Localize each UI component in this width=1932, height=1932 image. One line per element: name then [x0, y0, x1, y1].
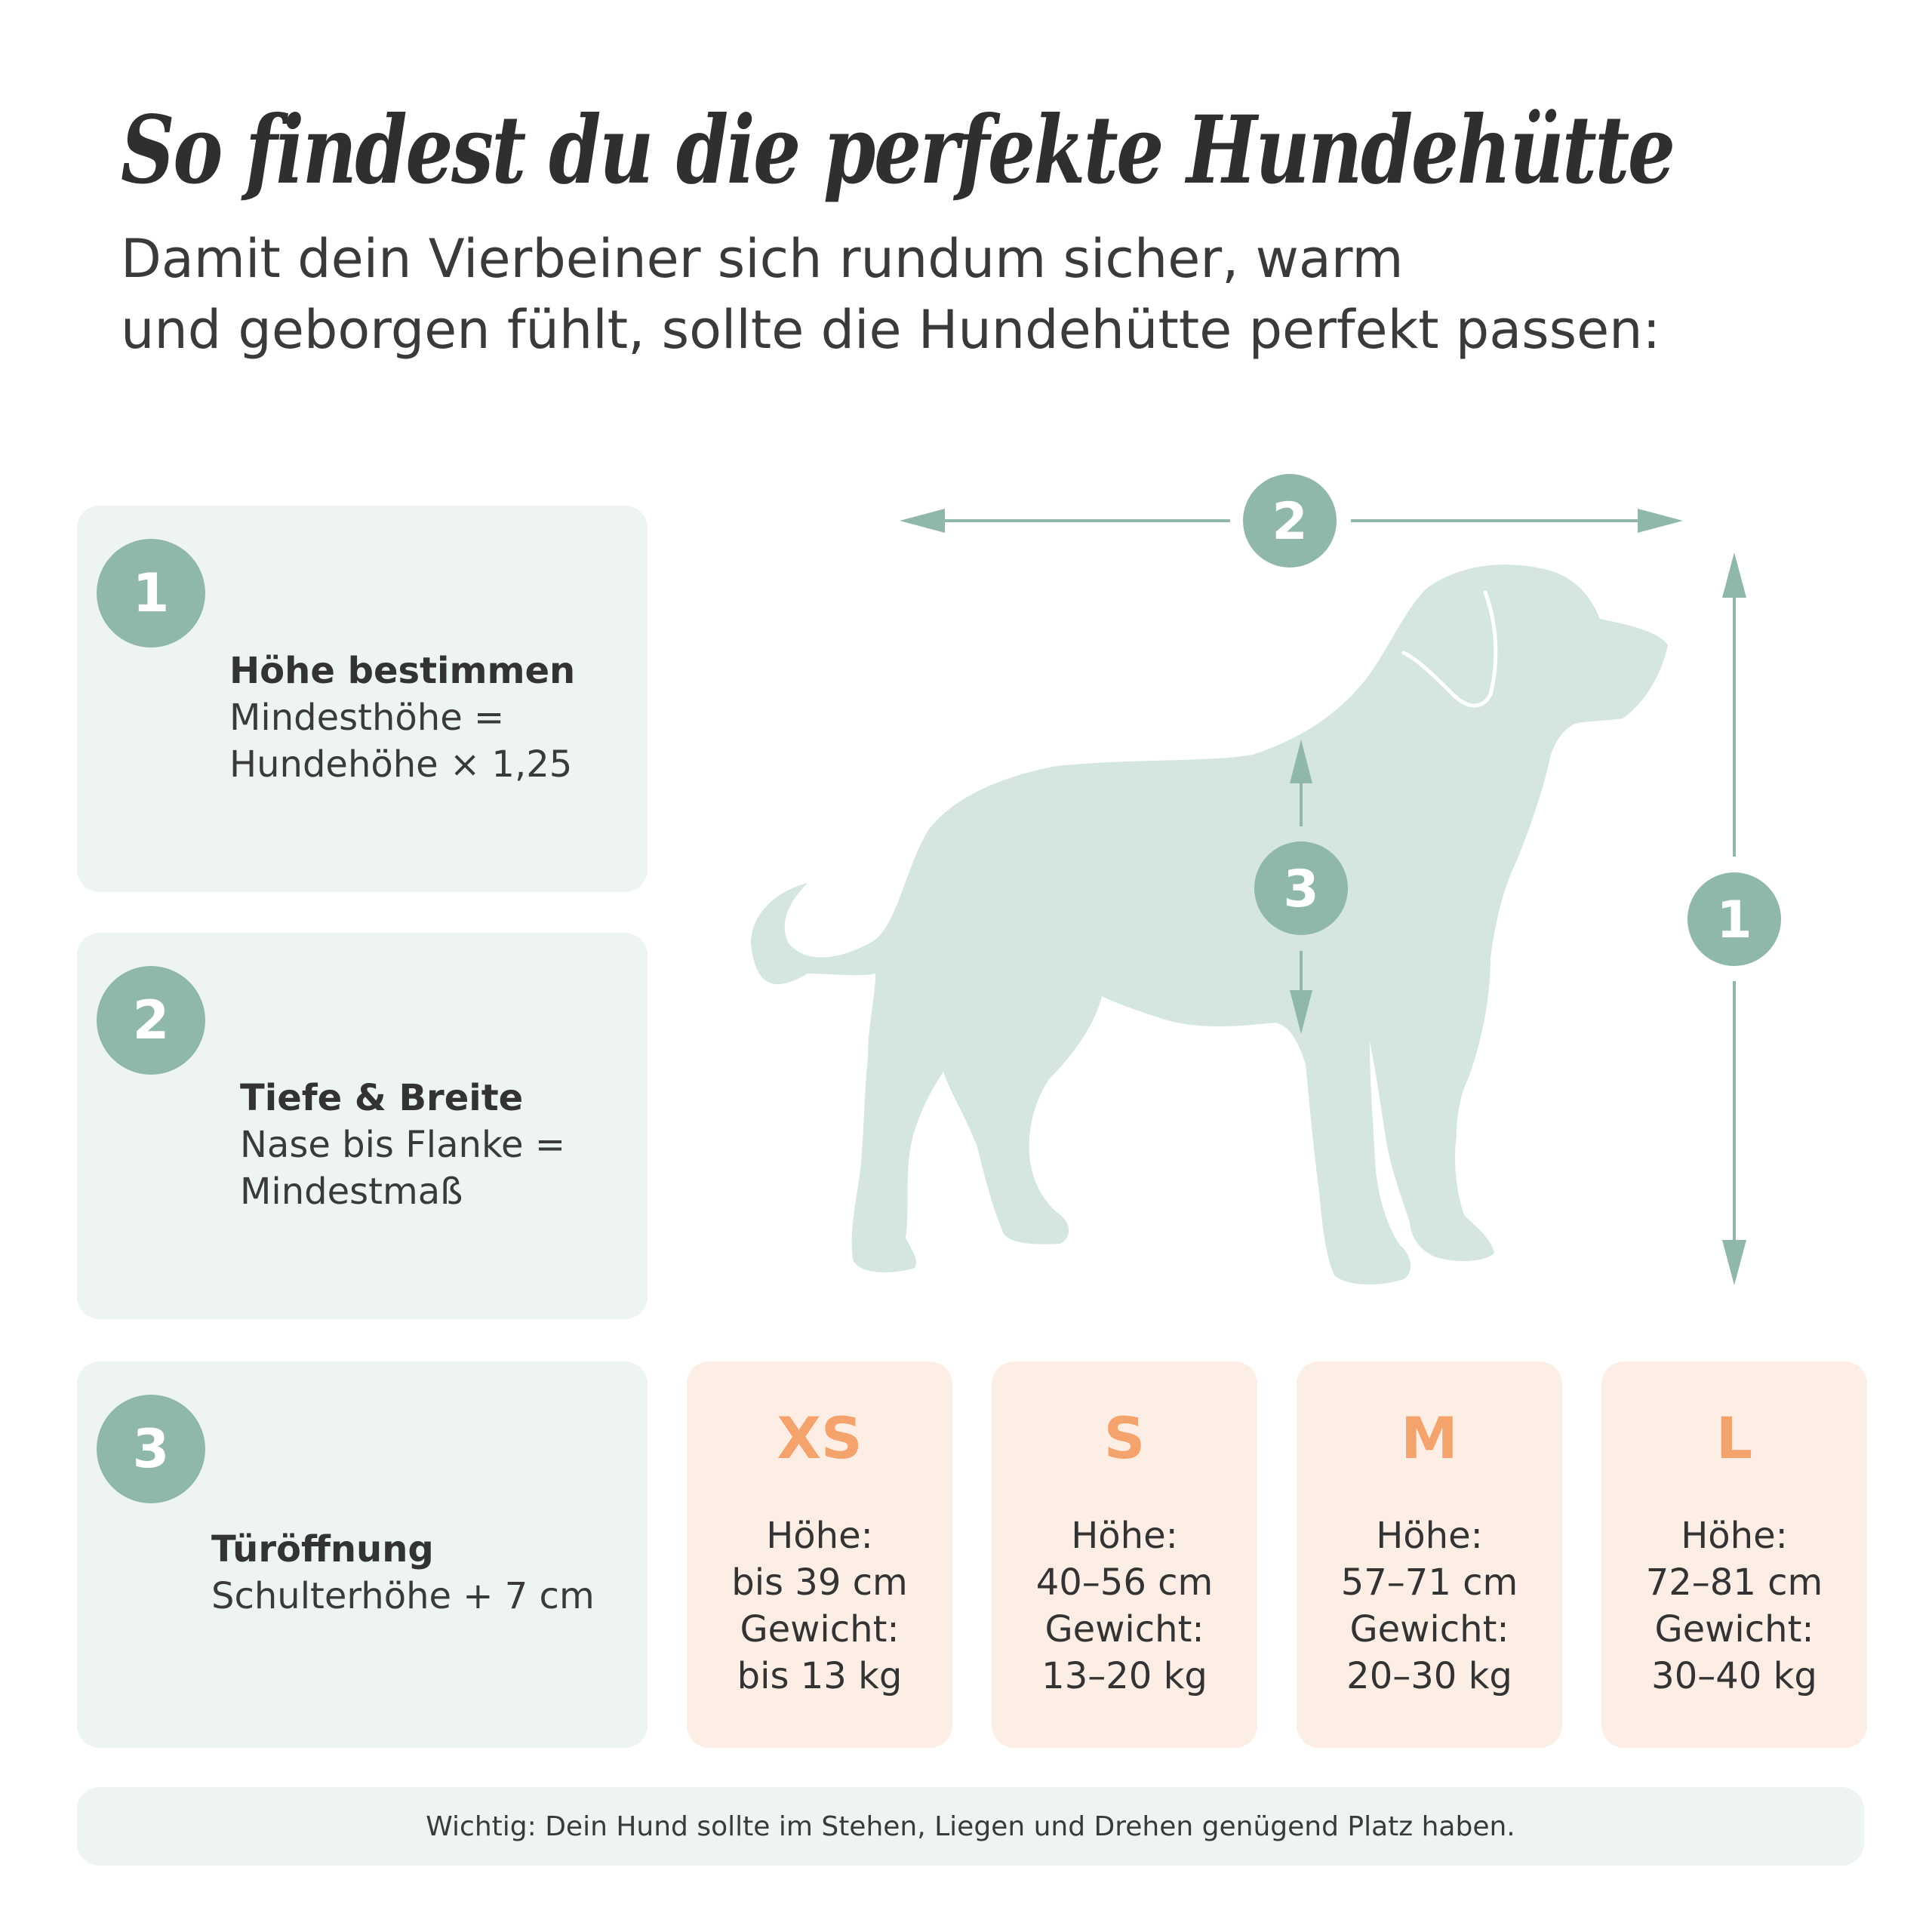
step-heading: Tiefe & Breite [240, 1077, 524, 1119]
step-number-badge: 1 [97, 539, 205, 648]
size-label: XS [777, 1404, 863, 1472]
dog-ear-outline [1401, 590, 1498, 708]
step-text: Türöffnung Schulterhöhe + 7 cm [211, 1526, 595, 1620]
subtitle-line-2: und geborgen fühlt, sollte die Hundehütt… [121, 299, 1661, 361]
step-panel-door-opening: 3 Türöffnung Schulterhöhe + 7 cm [77, 1361, 648, 1748]
weight-value: 20–30 kg [1346, 1655, 1512, 1697]
length-arrow [900, 509, 1683, 533]
marker-badge-length: 2 [1243, 474, 1337, 568]
chest-depth-arrow [1290, 740, 1312, 1034]
marker-label: 1 [1716, 891, 1752, 950]
size-card-m: M Höhe: 57–71 cm Gewicht: 20–30 kg [1297, 1361, 1562, 1748]
note-text: Wichtig: Dein Hund sollte im Stehen, Lie… [426, 1810, 1515, 1842]
marker-badge-height: 1 [1687, 872, 1781, 966]
height-value: 57–71 cm [1340, 1561, 1518, 1604]
size-info: Höhe: 40–56 cm Gewicht: 13–20 kg [992, 1512, 1257, 1700]
size-label: L [1715, 1404, 1753, 1472]
marker-badge-chest: 3 [1254, 841, 1348, 935]
step-heading: Türöffnung [211, 1528, 434, 1571]
weight-value: bis 13 kg [737, 1655, 903, 1697]
step-panel-height: 1 Höhe bestimmen Mindesthöhe = Hundehöhe… [77, 506, 648, 892]
height-value: 40–56 cm [1035, 1561, 1214, 1604]
step-text: Höhe bestimmen Mindesthöhe = Hundehöhe ×… [229, 648, 575, 788]
weight-label: Gewicht: [740, 1608, 900, 1651]
dog-silhouette-icon [751, 565, 1668, 1284]
weight-label: Gewicht: [1654, 1608, 1814, 1651]
height-value: bis 39 cm [731, 1561, 908, 1604]
step-description: Schulterhöhe + 7 cm [211, 1575, 595, 1617]
weight-label: Gewicht: [1349, 1608, 1509, 1651]
size-info: Höhe: 57–71 cm Gewicht: 20–30 kg [1297, 1512, 1562, 1700]
size-label: M [1401, 1404, 1458, 1472]
step-number-badge: 2 [97, 966, 205, 1075]
step-heading: Höhe bestimmen [229, 650, 576, 692]
step-description: Mindesthöhe = Hundehöhe × 1,25 [229, 697, 573, 786]
subtitle-line-1: Damit dein Vierbeiner sich rundum sicher… [121, 228, 1404, 290]
size-card-xs: XS Höhe: bis 39 cm Gewicht: bis 13 kg [687, 1361, 952, 1748]
step-text: Tiefe & Breite Nase bis Flanke = Mindest… [240, 1075, 565, 1215]
weight-value: 13–20 kg [1041, 1655, 1208, 1697]
height-label: Höhe: [1681, 1515, 1788, 1557]
step-number-badge: 3 [97, 1395, 205, 1503]
height-label: Höhe: [1071, 1515, 1178, 1557]
step-panel-depth-width: 2 Tiefe & Breite Nase bis Flanke = Minde… [77, 933, 648, 1319]
size-label: S [1103, 1404, 1146, 1472]
size-card-l: L Höhe: 72–81 cm Gewicht: 30–40 kg [1601, 1361, 1867, 1748]
height-label: Höhe: [766, 1515, 873, 1557]
marker-label: 2 [1272, 492, 1307, 552]
height-value: 72–81 cm [1645, 1561, 1823, 1604]
weight-value: 30–40 kg [1651, 1655, 1817, 1697]
size-info: Höhe: 72–81 cm Gewicht: 30–40 kg [1601, 1512, 1867, 1700]
weight-label: Gewicht: [1044, 1608, 1204, 1651]
step-description: Nase bis Flanke = Mindestmaß [240, 1124, 566, 1213]
size-card-s: S Höhe: 40–56 cm Gewicht: 13–20 kg [992, 1361, 1257, 1748]
height-label: Höhe: [1376, 1515, 1483, 1557]
page-subtitle: Damit dein Vierbeiner sich rundum sicher… [121, 223, 1660, 365]
page-title: So findest du die perfekte Hundehütte [121, 96, 1675, 205]
size-info: Höhe: bis 39 cm Gewicht: bis 13 kg [687, 1512, 952, 1700]
height-arrow [1722, 552, 1746, 1285]
important-note: Wichtig: Dein Hund sollte im Stehen, Lie… [77, 1787, 1864, 1866]
marker-label: 3 [1283, 860, 1318, 919]
